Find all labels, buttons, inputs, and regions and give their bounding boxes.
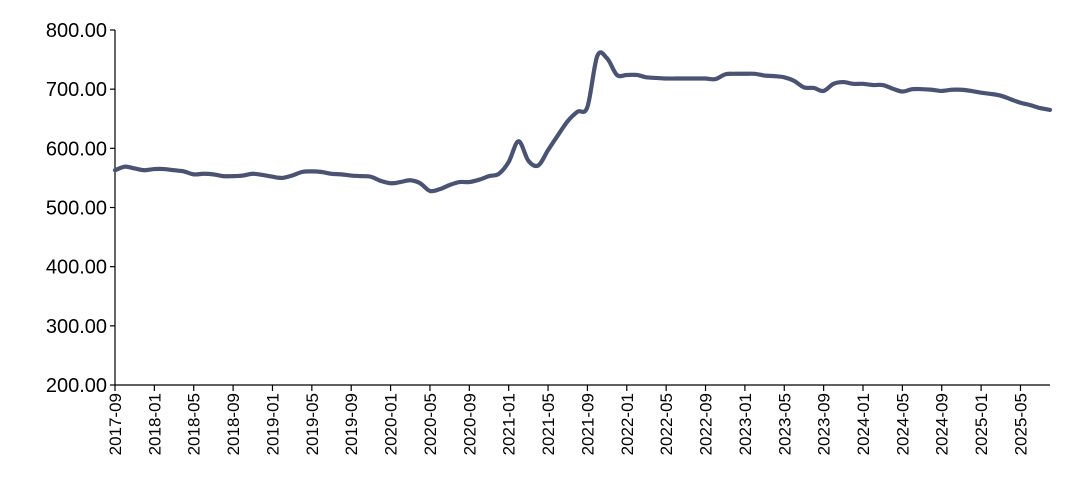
x-tick-label: 2021-09 [578, 393, 597, 455]
y-tick-label: 400.00 [46, 257, 107, 279]
y-tick-label: 700.00 [46, 79, 107, 101]
x-tick-label: 2022-01 [618, 393, 637, 455]
x-tick-label: 2019-05 [303, 393, 322, 455]
x-tick-label: 2018-05 [185, 393, 204, 455]
x-tick-label: 2024-01 [854, 393, 873, 455]
x-tick-label: 2019-01 [263, 393, 282, 455]
y-tick-label: 500.00 [46, 198, 107, 220]
series-line-0 [112, 50, 1053, 194]
y-axis: 200.00 300.00 400.00 500.00 600.00 700.00 800.… [46, 20, 116, 397]
x-tick-label: 2020-09 [460, 393, 479, 455]
y-tick-label: 800.00 [46, 20, 107, 42]
plot-area [112, 50, 1053, 194]
x-tick-label: 2017-09 [106, 393, 125, 455]
x-tick-label: 2025-05 [1011, 393, 1030, 455]
y-tick-label: 600.00 [46, 138, 107, 160]
x-tick-label: 2023-05 [775, 393, 794, 455]
x-tick-label: 2018-01 [145, 393, 164, 455]
x-tick-label: 2023-09 [815, 393, 834, 455]
x-tick-label: 2023-01 [736, 393, 755, 455]
x-tick-label: 2024-05 [893, 393, 912, 455]
y-tick-label: 300.00 [46, 316, 107, 338]
x-tick-label: 2022-05 [657, 393, 676, 455]
x-axis: 2017-09 2018-01 2018-05 2018-09 2019-01 2019-… [106, 384, 1050, 455]
x-tick-label: 2020-05 [421, 393, 440, 455]
x-tick-label: 2021-01 [500, 393, 519, 455]
x-tick-label: 2019-09 [342, 393, 361, 455]
x-tick-label: 2024-09 [933, 393, 952, 455]
x-tick-label: 2022-09 [697, 393, 716, 455]
x-tick-label: 2018-09 [224, 393, 243, 455]
y-tick-label: 200.00 [46, 375, 107, 397]
x-tick-label: 2021-05 [539, 393, 558, 455]
x-tick-label: 2020-01 [382, 393, 401, 455]
x-tick-label: 2025-01 [972, 393, 991, 455]
